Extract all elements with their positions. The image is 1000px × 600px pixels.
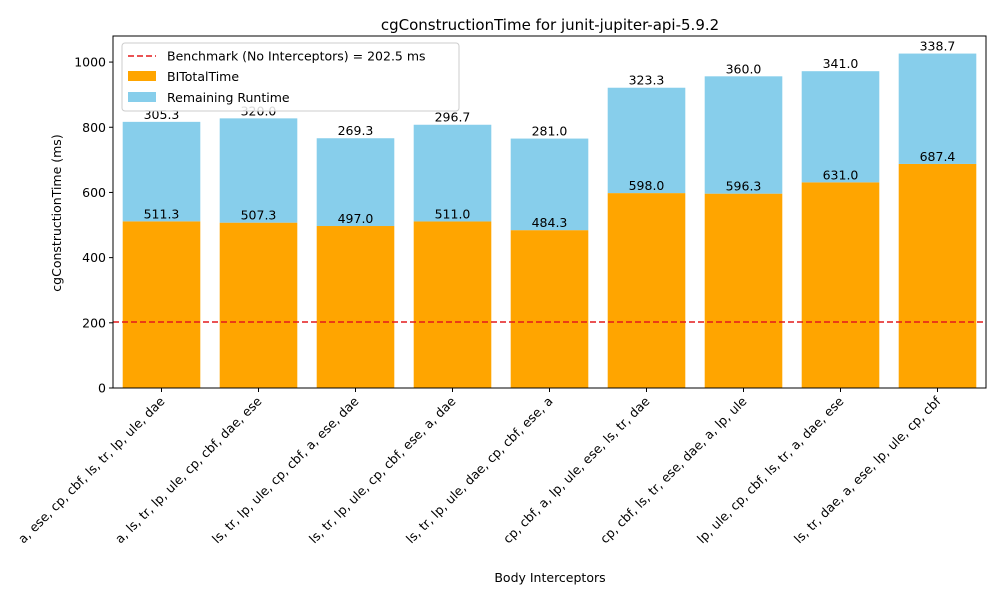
bar-remaining-runtime — [316, 138, 395, 227]
bar-bitotaltime — [316, 226, 395, 388]
x-axis-label: Body Interceptors — [494, 570, 605, 585]
bar-bitotaltime — [801, 182, 880, 388]
legend-label-bitotaltime: BITotalTime — [167, 69, 239, 84]
data-label-remaining-runtime: 296.7 — [435, 110, 471, 125]
data-label-bitotaltime: 484.3 — [532, 215, 568, 230]
data-label-bitotaltime: 631.0 — [823, 167, 859, 182]
bar-bitotaltime — [510, 230, 589, 388]
data-label-bitotaltime: 596.3 — [726, 179, 762, 194]
bar-remaining-runtime — [801, 71, 880, 183]
plot-area: 511.3305.3507.3320.0497.0269.3511.0296.7… — [15, 35, 987, 546]
y-tick-label: 1000 — [74, 55, 106, 70]
data-label-bitotaltime: 687.4 — [920, 149, 956, 164]
data-label-remaining-runtime: 338.7 — [920, 39, 956, 54]
data-label-remaining-runtime: 323.3 — [629, 73, 665, 88]
bar-bitotaltime — [898, 163, 977, 388]
legend-bitotaltime-swatch — [128, 71, 156, 81]
data-label-remaining-runtime: 341.0 — [823, 56, 859, 71]
bar-bitotaltime — [607, 193, 686, 388]
legend-frame — [121, 42, 460, 112]
chart-title: cgConstructionTime for junit-jupiter-api… — [381, 16, 719, 34]
bar-remaining-runtime — [510, 138, 589, 231]
bar-remaining-runtime — [413, 124, 492, 222]
y-axis-label: cgConstructionTime (ms) — [49, 134, 64, 291]
y-tick-label: 400 — [82, 250, 106, 265]
data-label-bitotaltime: 497.0 — [338, 211, 374, 226]
bar-remaining-runtime — [704, 76, 783, 194]
bar-bitotaltime — [413, 221, 492, 388]
data-label-bitotaltime: 507.3 — [241, 208, 277, 223]
bar-bitotaltime — [122, 221, 201, 388]
data-label-remaining-runtime: 269.3 — [338, 123, 374, 138]
legend-label-remaining-runtime: Remaining Runtime — [167, 90, 290, 105]
y-tick-label: 0 — [98, 381, 106, 396]
data-label-remaining-runtime: 281.0 — [532, 124, 568, 139]
data-label-remaining-runtime: 360.0 — [726, 61, 762, 76]
legend-label-benchmark: Benchmark (No Interceptors) = 202.5 ms — [167, 49, 426, 64]
legend: Benchmark (No Interceptors) = 202.5 ms BI… — [121, 42, 460, 112]
bar-remaining-runtime — [607, 87, 686, 194]
bar-bitotaltime — [219, 222, 298, 388]
y-tick-label: 200 — [82, 315, 106, 330]
y-tick-label: 800 — [82, 120, 106, 135]
bar-remaining-runtime — [898, 53, 977, 164]
data-label-bitotaltime: 511.3 — [144, 206, 180, 221]
y-tick-label: 600 — [82, 185, 106, 200]
bar-bitotaltime — [704, 193, 783, 388]
data-label-bitotaltime: 511.0 — [435, 206, 471, 221]
bar-remaining-runtime — [219, 118, 298, 223]
data-label-bitotaltime: 598.0 — [629, 178, 665, 193]
legend-remaining-runtime-swatch — [128, 92, 156, 102]
bar-remaining-runtime — [122, 121, 201, 222]
